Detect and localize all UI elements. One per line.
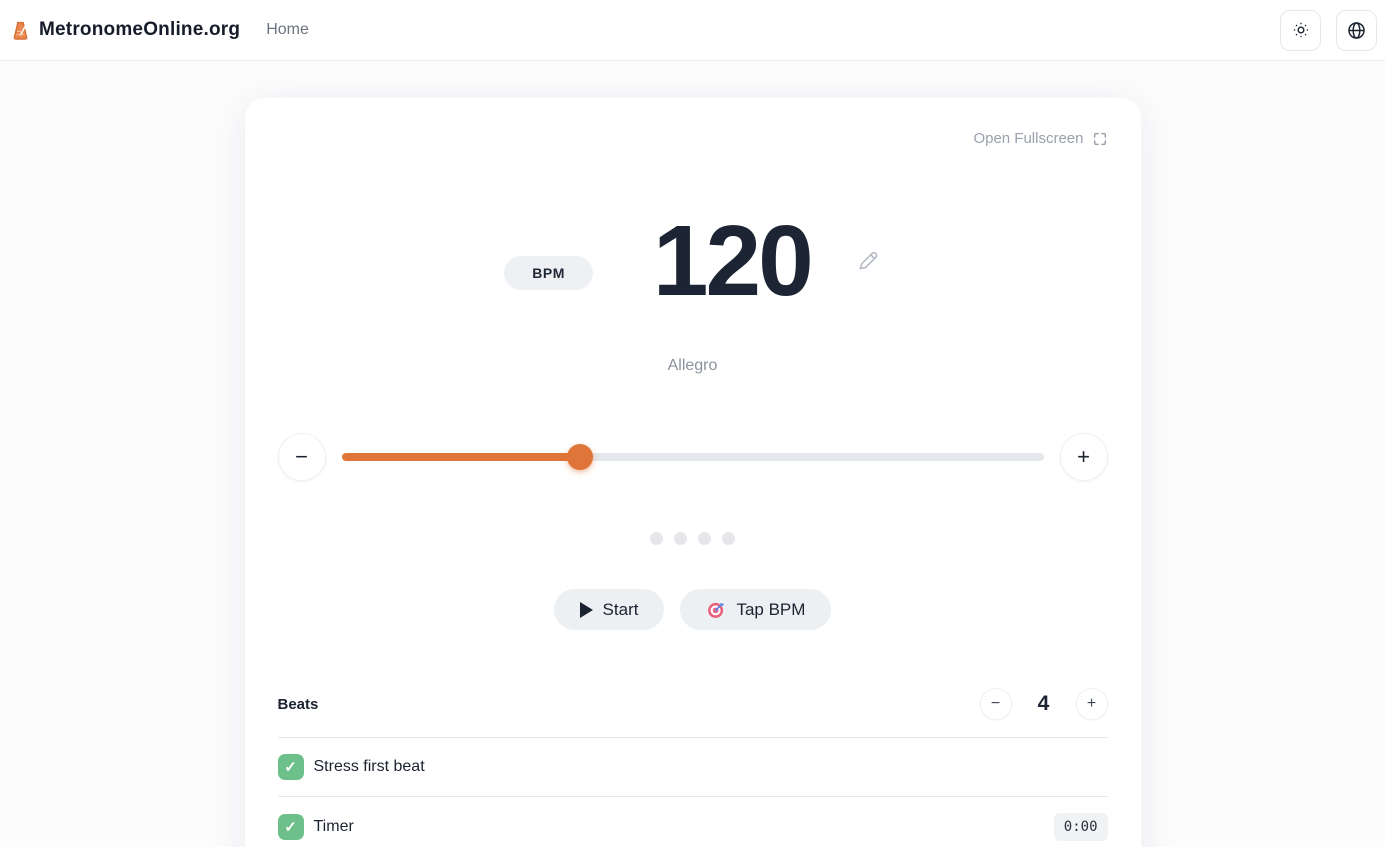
timer-row: ✓ Timer 0:00 xyxy=(277,797,1108,847)
beats-increase-button[interactable]: + xyxy=(1075,688,1108,720)
header: MetronomeOnline.org Home xyxy=(0,0,1385,61)
bpm-slider-row: − + xyxy=(277,433,1108,481)
timer-checkbox[interactable]: ✓ xyxy=(277,814,304,840)
bpm-display: BPM 120 xyxy=(278,211,1108,311)
language-button[interactable] xyxy=(1336,9,1377,51)
theme-toggle-button[interactable] xyxy=(1280,9,1321,51)
tap-bpm-button[interactable]: Tap BPM xyxy=(680,589,832,630)
slider-thumb[interactable] xyxy=(567,444,594,470)
brand-logo-link[interactable]: MetronomeOnline.org xyxy=(10,19,240,41)
check-icon: ✓ xyxy=(284,819,297,836)
tap-bpm-label: Tap BPM xyxy=(736,599,806,619)
start-button-label: Start xyxy=(602,599,639,619)
minus-icon: − xyxy=(990,695,1001,712)
sun-icon xyxy=(1291,20,1311,40)
fullscreen-icon xyxy=(1092,131,1108,147)
slider-fill xyxy=(341,453,581,461)
beats-row: Beats − 4 + xyxy=(277,674,1108,738)
bpm-value: 120 xyxy=(652,205,814,317)
bpm-slider[interactable] xyxy=(341,444,1044,470)
play-icon xyxy=(579,601,593,618)
start-button[interactable]: Start xyxy=(553,589,665,630)
metronome-logo-icon xyxy=(10,20,31,41)
settings-section: Beats − 4 + ✓ Stress first beat ✓ Timer … xyxy=(277,674,1108,847)
slider-track[interactable] xyxy=(341,453,1044,461)
check-icon: ✓ xyxy=(284,759,297,776)
beats-label: Beats xyxy=(277,695,319,713)
stress-first-beat-label: Stress first beat xyxy=(313,758,425,775)
beat-dot xyxy=(698,532,711,545)
beat-dots xyxy=(278,532,1108,545)
beats-value: 4 xyxy=(1037,692,1050,715)
beat-dot xyxy=(722,532,735,545)
plus-icon: + xyxy=(1077,444,1090,469)
nav-home-link[interactable]: Home xyxy=(266,21,309,38)
open-fullscreen-label: Open Fullscreen xyxy=(973,130,1084,147)
bpm-badge: BPM xyxy=(504,256,593,290)
bpm-decrease-button[interactable]: − xyxy=(277,433,326,481)
timer-label: Timer xyxy=(313,818,354,835)
minus-icon: − xyxy=(295,444,308,469)
stress-first-beat-checkbox[interactable]: ✓ xyxy=(277,754,304,780)
globe-icon xyxy=(1346,20,1367,41)
brand-title: MetronomeOnline.org xyxy=(39,19,241,40)
stress-first-beat-row: ✓ Stress first beat xyxy=(277,738,1108,797)
bpm-increase-button[interactable]: + xyxy=(1059,433,1108,481)
metronome-card: Open Fullscreen BPM 120 Allegro − + xyxy=(244,98,1141,847)
edit-bpm-button[interactable] xyxy=(855,248,881,274)
main-nav: Home xyxy=(266,21,309,39)
beat-dot xyxy=(650,532,663,545)
open-fullscreen-button[interactable]: Open Fullscreen xyxy=(278,130,1108,147)
target-icon xyxy=(706,600,726,620)
action-buttons: Start Tap BPM xyxy=(278,589,1108,630)
timer-value: 0:00 xyxy=(1053,813,1108,841)
beat-dot xyxy=(674,532,687,545)
tempo-name: Allegro xyxy=(667,357,718,374)
plus-icon: + xyxy=(1086,695,1097,712)
beats-decrease-button[interactable]: − xyxy=(979,688,1012,720)
